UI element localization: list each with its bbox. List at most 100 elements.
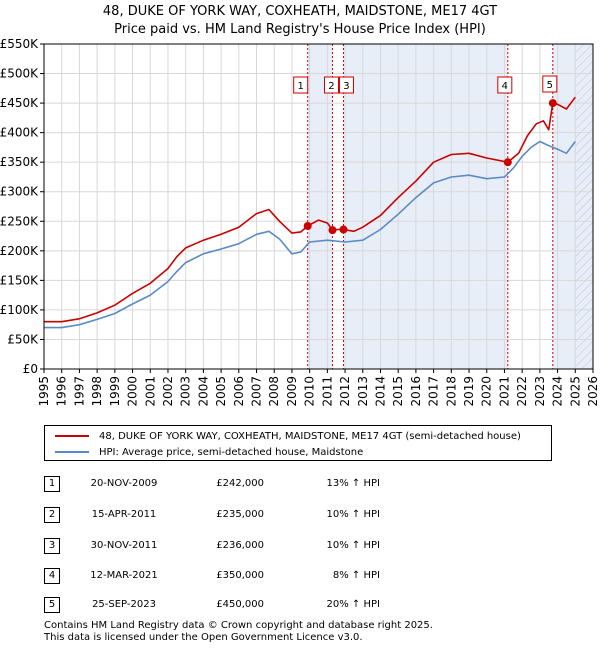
x-tick-label: 2013: [356, 376, 370, 407]
x-tick-label: 1996: [55, 376, 69, 407]
transaction-row: 4 12-MAR-2021 £350,000 8% ↑ HPI: [44, 568, 564, 586]
chart-subtitle: Price paid vs. HM Land Registry's House …: [114, 22, 486, 37]
marker-label-box: [542, 75, 558, 93]
transaction-row: 3 30-NOV-2011 £236,000 10% ↑ HPI: [44, 538, 564, 556]
y-tick-label: £300K: [0, 185, 39, 199]
footer-copyright: Contains HM Land Registry data © Crown c…: [44, 620, 433, 631]
x-tick-label: 2010: [303, 376, 317, 407]
marker-label-box: [323, 76, 339, 94]
x-tick-label: 2001: [143, 376, 157, 407]
x-tick-label: 2003: [179, 376, 193, 407]
x-tick-label: 2005: [214, 376, 228, 407]
x-tick-label: 2023: [533, 376, 547, 407]
x-tick-label: 2011: [320, 376, 334, 407]
transaction-hpi-diff: 8% ↑ HPI: [332, 570, 380, 581]
hpi-line-swatch: [55, 451, 89, 453]
hpi-line: [44, 140, 576, 329]
transaction-hpi-diff: 10% ↑ HPI: [326, 540, 380, 551]
transaction-price: £242,000: [216, 478, 264, 489]
plot-border: [43, 43, 594, 370]
x-tick-label: 2026: [586, 376, 600, 407]
x-tick-label: 2012: [338, 376, 352, 407]
price-chart: 1 2 3 4 5£0£50K£100K£150K£200K£250K£300K£350…: [0, 37, 600, 407]
transaction-number: 3: [44, 538, 60, 554]
transaction-price: £235,000: [216, 509, 264, 520]
marker-label-box: [338, 76, 354, 94]
transaction-number: 1: [44, 476, 60, 492]
x-tick-label: 2016: [409, 376, 423, 407]
x-tick-label: 2025: [568, 376, 582, 407]
x-tick-label: 2002: [161, 376, 175, 407]
y-tick-label: £50K: [7, 332, 39, 346]
transaction-row: 1 20-NOV-2009 £242,000 13% ↑ HPI: [44, 476, 564, 494]
transaction-row: 5 25-SEP-2023 £450,000 20% ↑ HPI: [44, 597, 564, 615]
x-tick-label: 2021: [497, 376, 511, 407]
x-tick-label: 2015: [391, 376, 405, 407]
y-tick-label: £0: [23, 362, 38, 376]
x-tick-label: 2004: [196, 376, 210, 407]
transaction-number: 5: [44, 597, 60, 613]
transaction-hpi-diff: 10% ↑ HPI: [326, 509, 380, 520]
shaded-period: [307, 44, 333, 369]
transaction-date: 15-APR-2011: [91, 509, 157, 520]
shaded-period: [343, 44, 508, 369]
marker-label: 1: [298, 81, 304, 92]
x-tick-label: 1999: [108, 376, 122, 407]
legend-label-property: 48, DUKE OF YORK WAY, COXHEATH, MAIDSTON…: [99, 430, 521, 442]
x-tick-label: 2019: [462, 376, 476, 407]
marker-label-box: [497, 76, 513, 94]
legend-label-hpi: HPI: Average price, semi-detached house,…: [99, 446, 364, 458]
y-tick-label: £350K: [0, 155, 39, 169]
property-line-swatch: [55, 435, 89, 437]
x-tick-label: 2006: [232, 376, 246, 407]
legend-item-property: 48, DUKE OF YORK WAY, COXHEATH, MAIDSTON…: [55, 428, 521, 444]
x-tick-label: 1998: [90, 376, 104, 407]
x-tick-label: 2022: [515, 376, 529, 407]
x-tick-label: 2009: [285, 376, 299, 407]
chart-legend: 48, DUKE OF YORK WAY, COXHEATH, MAIDSTON…: [44, 425, 552, 461]
transaction-price: £350,000: [216, 570, 264, 581]
chart-title: 48, DUKE OF YORK WAY, COXHEATH, MAIDSTON…: [102, 4, 498, 19]
forecast-hatch: [575, 44, 593, 369]
x-tick-label: 2014: [373, 376, 387, 407]
y-tick-label: £100K: [0, 303, 39, 317]
x-tick-label: 2020: [480, 376, 494, 407]
y-tick-label: £550K: [0, 37, 39, 51]
transaction-date: 30-NOV-2011: [90, 540, 158, 551]
footer-licence: This data is licensed under the Open Gov…: [44, 632, 363, 643]
y-tick-label: £400K: [0, 126, 39, 140]
x-tick-label: 2024: [551, 376, 565, 407]
y-tick-label: £250K: [0, 214, 39, 228]
marker-label: 4: [502, 81, 508, 92]
marker-label: 2: [328, 81, 334, 92]
transaction-date: 25-SEP-2023: [92, 599, 156, 610]
x-tick-label: 1995: [37, 376, 51, 407]
marker-label: 3: [343, 81, 349, 92]
y-tick-label: £200K: [0, 244, 39, 258]
sale-point: [548, 99, 557, 108]
sale-point: [503, 158, 512, 167]
transaction-row: 2 15-APR-2011 £235,000 10% ↑ HPI: [44, 507, 564, 525]
transaction-hpi-diff: 20% ↑ HPI: [326, 599, 380, 610]
x-tick-label: 1997: [72, 376, 86, 407]
transaction-number: 2: [44, 507, 60, 523]
x-tick-label: 2018: [444, 376, 458, 407]
x-tick-label: 2008: [267, 376, 281, 407]
transaction-date: 20-NOV-2009: [90, 478, 158, 489]
transaction-hpi-diff: 13% ↑ HPI: [326, 478, 380, 489]
transaction-date: 12-MAR-2021: [90, 570, 158, 581]
x-tick-label: 2007: [250, 376, 264, 407]
y-tick-label: £500K: [0, 67, 39, 81]
transaction-price: £236,000: [216, 540, 264, 551]
sale-point: [303, 222, 312, 230]
transaction-price: £450,000: [216, 599, 264, 610]
sale-point: [328, 226, 337, 235]
sale-point: [339, 225, 348, 234]
x-tick-label: 2017: [427, 376, 441, 407]
x-tick-label: 2000: [126, 376, 140, 407]
marker-label: 5: [547, 80, 553, 91]
marker-label-box: [293, 76, 309, 94]
y-tick-label: £150K: [0, 273, 39, 287]
legend-item-hpi: HPI: Average price, semi-detached house,…: [55, 444, 363, 460]
transaction-number: 4: [44, 568, 60, 584]
